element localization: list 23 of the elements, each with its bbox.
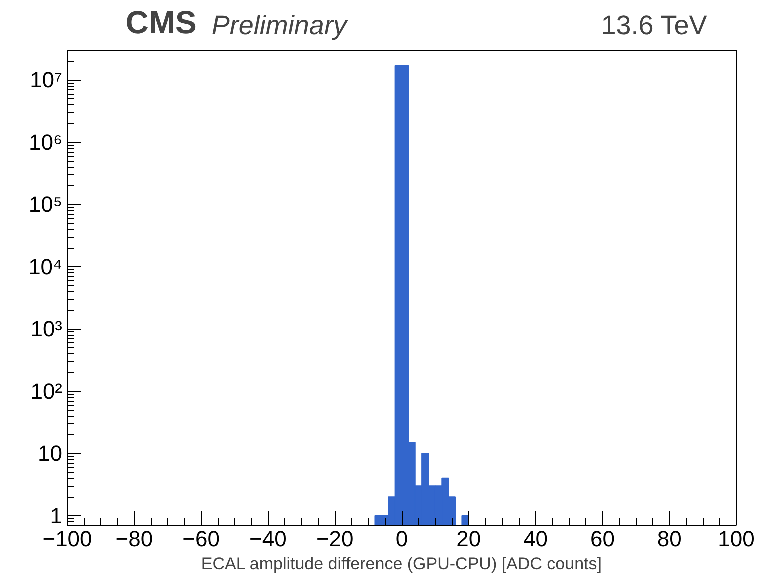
x-tick-label: 20 [456,526,482,552]
x-tick-label: −100 [42,526,92,552]
y-tick-label: 10⁴ [28,254,63,280]
chart-title: CMS [126,4,197,40]
y-tick-label: 10⁶ [28,130,63,155]
x-tick-label: −40 [250,526,287,552]
x-tick-label: −80 [116,526,154,552]
y-tick-label: 1 [50,503,63,528]
y-tick-label: 10 [38,441,63,466]
x-tick-label: −20 [316,526,354,552]
x-tick-label: 80 [657,526,682,552]
y-tick-label: 10⁵ [28,192,63,218]
y-tick-label: 10² [30,378,62,404]
x-tick-label: 40 [524,526,548,552]
y-tick-label: 10⁷ [30,68,63,93]
x-tick-label: 0 [396,526,408,552]
text: 13.6 TeV [601,10,708,40]
x-tick-label: 60 [590,526,615,552]
chart-subtitle: Preliminary [212,10,348,40]
y-tick-label: 10³ [30,316,62,342]
x-tick-label: 100 [718,526,755,552]
x-axis-title: ECAL amplitude difference (GPU-CPU) [ADC counts] [201,554,602,574]
x-tick-label: −60 [182,526,220,552]
